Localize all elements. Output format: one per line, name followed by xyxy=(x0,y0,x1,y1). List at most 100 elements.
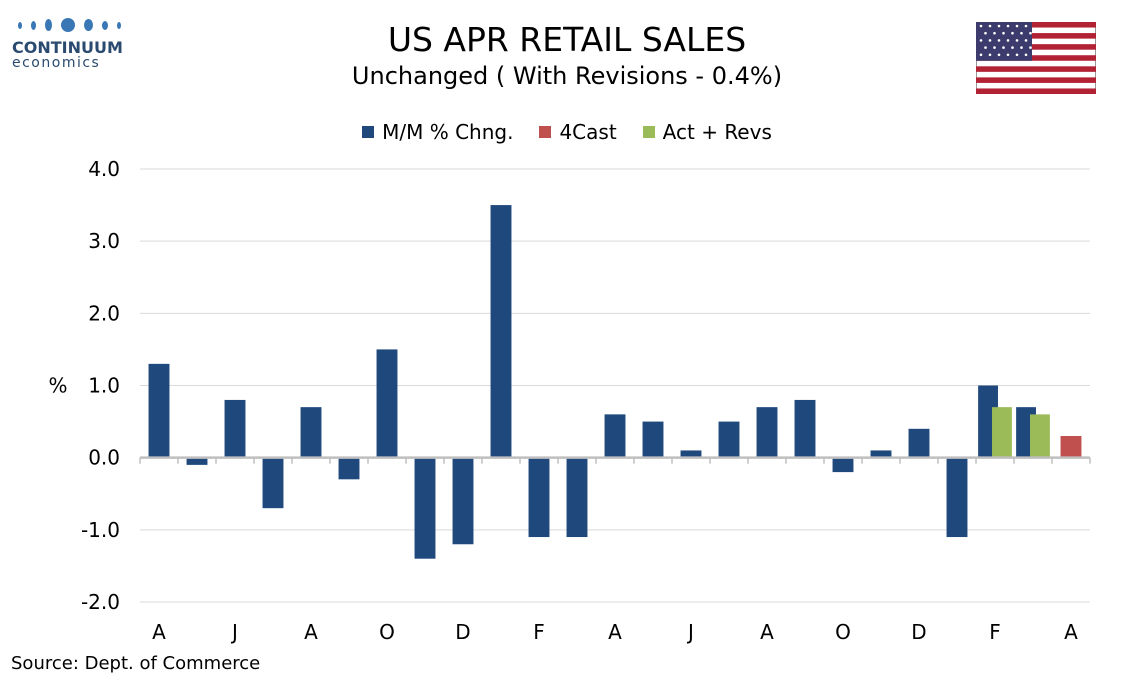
y-tick-label: 0.0 xyxy=(88,446,120,470)
x-tick-label: A xyxy=(760,620,774,644)
flag-star xyxy=(1011,31,1014,35)
flag-star xyxy=(1006,39,1010,42)
chart-title: US APR RETAIL SALES xyxy=(387,20,747,59)
x-tick-label: J xyxy=(686,620,694,644)
bar-revs xyxy=(992,407,1012,458)
bar-mm xyxy=(452,457,474,545)
flag-star xyxy=(1006,24,1010,28)
flag-star xyxy=(993,46,996,49)
bar-mm xyxy=(148,363,170,458)
legend-label-4cast: 4Cast xyxy=(559,120,617,144)
y-tick-label: 3.0 xyxy=(88,229,120,253)
bar-mm xyxy=(604,414,626,458)
bar-mm xyxy=(946,457,968,538)
bar-mm xyxy=(908,428,930,458)
bar-mm xyxy=(756,407,778,458)
y-tick-label: -2.0 xyxy=(81,590,120,614)
flag-star xyxy=(1024,39,1028,42)
flag-star xyxy=(1029,31,1032,35)
bar-mm xyxy=(490,205,512,458)
bar-mm xyxy=(338,457,360,480)
flag-star xyxy=(1015,53,1019,57)
x-tick-label: D xyxy=(455,620,470,644)
source-note: Source: Dept. of Commerce xyxy=(11,653,261,674)
x-tick-label: A xyxy=(608,620,622,644)
y-tick-label: -1.0 xyxy=(81,518,120,542)
flag-stripe xyxy=(976,22,1096,28)
flag-star xyxy=(1024,24,1028,28)
bar-mm xyxy=(566,457,588,538)
bar-mm xyxy=(680,450,702,458)
x-tick-label: A xyxy=(152,620,166,644)
flag-star xyxy=(1024,53,1028,57)
flag-star xyxy=(979,39,983,42)
flag-star xyxy=(997,39,1001,42)
bar-mm xyxy=(186,457,208,465)
bar-mm xyxy=(414,457,436,559)
flag-star xyxy=(993,31,996,35)
bar-mm xyxy=(262,457,284,509)
flag-star xyxy=(1011,46,1014,49)
continuum-logo: CONTINUUM economics xyxy=(12,14,137,71)
bar-mm xyxy=(642,421,664,458)
legend-item-4cast: 4Cast xyxy=(539,120,617,144)
flag-stripe xyxy=(976,33,1096,39)
x-tick-label: D xyxy=(911,620,926,644)
x-tick-label: A xyxy=(1064,620,1078,644)
legend-item-revs: Act + Revs xyxy=(642,120,772,144)
bar-mm xyxy=(794,399,816,458)
legend-label-revs: Act + Revs xyxy=(662,120,772,144)
flag-star xyxy=(1029,46,1032,49)
bar-mm xyxy=(870,450,892,458)
flag-star xyxy=(988,24,992,28)
logo-dots-icon xyxy=(12,14,137,36)
x-tick-label: O xyxy=(835,620,851,644)
flag-star xyxy=(997,24,1001,28)
bar-mm xyxy=(376,349,398,458)
flag-star xyxy=(979,53,983,57)
y-tick-label: 1.0 xyxy=(88,374,120,398)
x-tick-label: A xyxy=(304,620,318,644)
bar-revs xyxy=(1030,414,1050,458)
y-tick-label: 4.0 xyxy=(88,157,120,181)
us-flag-icon xyxy=(976,22,1096,94)
bar-mm xyxy=(224,399,246,458)
legend-swatch-4cast xyxy=(539,126,552,138)
x-tick-label: F xyxy=(533,620,545,644)
chart-legend: M/M % Chng. 4Cast Act + Revs xyxy=(0,120,1134,144)
flag-star xyxy=(1020,46,1023,49)
flag-star xyxy=(984,46,987,49)
flag-stripe xyxy=(976,55,1096,61)
flag-star xyxy=(1020,31,1023,35)
logo-name: CONTINUUM xyxy=(12,38,123,57)
flag-star xyxy=(1002,46,1005,49)
legend-swatch-revs xyxy=(642,126,655,138)
legend-label-mm: M/M % Chng. xyxy=(382,120,514,144)
flag-stripe xyxy=(976,77,1096,83)
bar-mm xyxy=(832,457,854,473)
x-tick-label: F xyxy=(989,620,1001,644)
flag-star xyxy=(984,31,987,35)
flag-star xyxy=(988,53,992,57)
flag-star xyxy=(1015,39,1019,42)
logo-subtitle: economics xyxy=(12,55,101,71)
bar-mm xyxy=(300,407,322,458)
chart-subtitle: Unchanged ( With Revisions - 0.4%) xyxy=(351,62,783,90)
legend-swatch-mm xyxy=(362,126,375,138)
bar-mm xyxy=(718,421,740,458)
legend-item-mm: M/M % Chng. xyxy=(362,120,513,144)
bar-forecast xyxy=(1060,436,1082,458)
flag-star xyxy=(979,24,983,28)
x-tick-label: J xyxy=(230,620,238,644)
flag-stripe xyxy=(976,88,1096,94)
flag-canton xyxy=(976,22,1032,61)
bar-mm xyxy=(528,457,550,538)
y-tick-label: 2.0 xyxy=(88,301,120,325)
flag-star xyxy=(1002,31,1005,35)
x-tick-label: O xyxy=(379,620,395,644)
flag-star xyxy=(997,53,1001,57)
y-axis-label: % xyxy=(48,374,67,398)
flag-star xyxy=(988,39,992,42)
flag-star xyxy=(1015,24,1019,28)
